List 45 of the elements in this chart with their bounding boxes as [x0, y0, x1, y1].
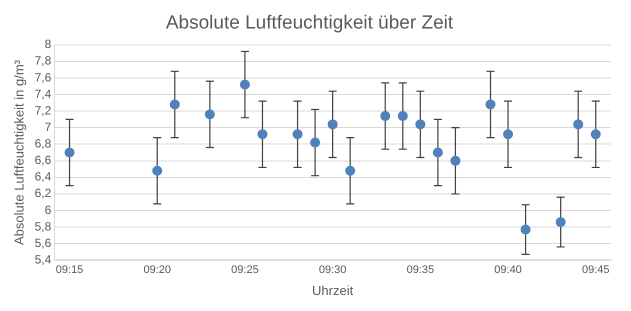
- x-tick-label: 09:40: [494, 264, 522, 276]
- x-tick-label: 09:15: [56, 264, 84, 276]
- point: [486, 99, 496, 110]
- point: [152, 166, 162, 176]
- y-tick-label: 7,4: [34, 86, 52, 101]
- y-tick-label: 6,2: [34, 186, 52, 200]
- point: [170, 99, 180, 110]
- y-tick-label: 6,6: [34, 153, 52, 168]
- y-tick-label: 5,6: [34, 236, 52, 250]
- y-tick-label: 5,8: [34, 219, 52, 234]
- x-tick-label: 09:45: [582, 264, 610, 276]
- chart-title: Absolute Luftfeuchtigkeit über Zeit: [166, 12, 454, 34]
- point: [64, 148, 75, 158]
- y-tick-label: 6,8: [34, 136, 52, 151]
- point: [204, 109, 215, 120]
- y-tick-label: 7: [44, 120, 52, 134]
- y-tick-label: 5,4: [34, 252, 52, 267]
- x-axis-title: Uhrzeit: [312, 282, 354, 298]
- point: [432, 148, 443, 158]
- point: [573, 119, 584, 130]
- point: [415, 119, 426, 130]
- point: [292, 129, 303, 140]
- y-axis-title: Absolute Luftfeuchtigkeit in g/m³: [11, 59, 26, 245]
- point: [345, 166, 356, 176]
- x-tick-label: 09:25: [231, 264, 259, 276]
- y-tick-label: 7,6: [34, 70, 52, 84]
- y-tick-label: 6: [44, 202, 52, 217]
- x-tick-label: 09:20: [143, 264, 172, 276]
- point: [590, 129, 601, 140]
- point: [240, 80, 250, 90]
- point: [398, 111, 408, 122]
- y-tick-label: 8: [44, 37, 52, 52]
- point: [450, 156, 460, 166]
- point: [328, 119, 338, 130]
- point: [380, 111, 390, 122]
- y-tick-label: 7,2: [34, 103, 52, 118]
- y-tick-label: 7,8: [34, 54, 52, 68]
- point: [556, 217, 566, 228]
- x-tick-label: 09:30: [318, 264, 346, 276]
- y-tick-label: 6,4: [34, 170, 52, 184]
- point: [257, 129, 268, 140]
- point: [520, 224, 531, 235]
- point: [503, 129, 514, 140]
- x-tick-label: 09:35: [406, 264, 434, 276]
- point: [310, 138, 320, 148]
